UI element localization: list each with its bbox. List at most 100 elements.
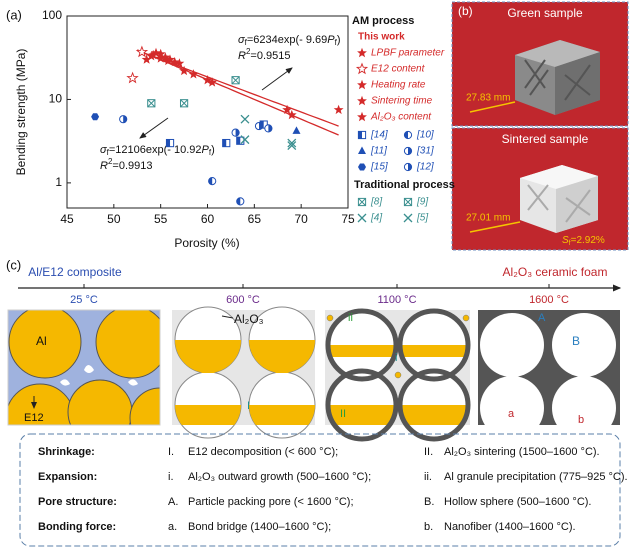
temperature: 25 °C: [70, 294, 98, 306]
fit-equation: σf=12106exp(- 10.92Pf): [100, 144, 215, 157]
stage-label: Al/E12 composite: [28, 265, 122, 279]
marker-part: [259, 122, 263, 130]
text-part: S: [562, 235, 569, 246]
legend-label: [9]: [416, 197, 428, 208]
legend-label: [31]: [416, 146, 434, 157]
marker-part: [222, 139, 227, 147]
marker: [208, 177, 217, 186]
frame: [7, 309, 161, 426]
marker: [287, 138, 297, 148]
row-number: ii.: [424, 471, 432, 483]
legend-label: E12 content: [371, 64, 426, 75]
marker: [357, 213, 367, 223]
marker-part: [126, 71, 139, 84]
text-part: f: [107, 148, 110, 157]
marker-part: [236, 197, 241, 205]
row-text: Al granule precipitation (775–925 °C).: [444, 471, 628, 483]
marker-part: [240, 114, 250, 124]
dimension-label: 27.83 mm: [466, 93, 510, 104]
row-heading: Bonding force:: [38, 521, 116, 533]
row-text: Particle packing pore (< 1600 °C);: [188, 496, 354, 508]
marker-part: [179, 99, 189, 108]
marker-part: [358, 163, 366, 171]
row-number: a.: [168, 521, 177, 533]
label: II: [340, 408, 346, 420]
marker: [357, 47, 367, 58]
text-part: f: [335, 38, 338, 47]
label: i: [395, 352, 397, 364]
photo-green: [451, 1, 629, 127]
x-tick-label: 50: [107, 212, 121, 226]
x-tick-label: 55: [154, 212, 168, 226]
label: E12: [24, 412, 44, 424]
text-part: R: [100, 160, 108, 172]
text-part: P: [327, 34, 335, 46]
legend-label: [15]: [370, 162, 388, 173]
marker: [141, 54, 152, 64]
marker-part: [357, 79, 367, 90]
text-part: =0.9515: [250, 50, 290, 62]
marker-part: [147, 99, 156, 108]
marker-part: [208, 177, 213, 185]
marker-part: [408, 147, 412, 155]
text-part: =6234exp(- 9.69: [247, 34, 327, 46]
x-axis-label: Porosity (%): [174, 236, 239, 250]
legend-label: Heating rate: [371, 80, 426, 91]
row-text: E12 decomposition (< 600 °C);: [188, 446, 338, 458]
legend-heading: This work: [358, 32, 405, 43]
text-part: 2: [246, 47, 251, 56]
stage-label: Al₂O₃ ceramic foam: [503, 265, 608, 279]
marker: [160, 52, 171, 62]
x-tick-label: 45: [60, 212, 74, 226]
legend-label: [14]: [370, 130, 388, 141]
marker-part: [408, 163, 412, 171]
marker-part: [180, 99, 189, 108]
marker: [202, 75, 213, 85]
schematic-600: [172, 306, 316, 439]
text-part: σ: [100, 144, 107, 156]
marker: [188, 69, 199, 79]
text-part: f: [569, 240, 571, 247]
marker-part: [286, 109, 297, 120]
marker-part: [188, 69, 199, 79]
marker-part: [235, 129, 240, 137]
marker: [147, 99, 156, 108]
marker: [126, 71, 139, 84]
text-part: ): [211, 144, 215, 156]
leader: [221, 315, 234, 319]
legend-label: LPBF parameter: [371, 48, 445, 59]
marker-part: [179, 65, 189, 76]
text-part: =12106exp(- 10.92: [109, 144, 202, 156]
photo-sintered: [451, 127, 629, 251]
marker-part: [147, 99, 156, 108]
marker-part: [403, 197, 413, 207]
marker-part: [165, 54, 175, 64]
text-part: =0.9913: [112, 160, 152, 172]
marker-part: [163, 55, 174, 66]
dimension-line: [469, 221, 521, 233]
text-part: f: [209, 148, 212, 157]
marker-part: [404, 131, 408, 139]
marker: [403, 130, 413, 140]
legend-label: [10]: [416, 130, 434, 141]
y-tick-label: 1: [55, 175, 62, 189]
marker-part: [355, 62, 369, 75]
panel-label: (b): [458, 4, 473, 18]
dimension-label: 27.01 mm: [466, 213, 510, 224]
marker-part: [282, 104, 293, 115]
marker: [355, 62, 369, 75]
row-text: Al₂O₃ sintering (1500–1600 °C).: [444, 446, 600, 458]
marker: [357, 79, 367, 90]
marker: [403, 146, 413, 156]
summary-box: [19, 433, 621, 547]
marker-part: [141, 54, 152, 64]
schematic-1600: [478, 310, 620, 425]
marker: [148, 49, 159, 60]
marker-part: [207, 77, 218, 87]
row-text: Nanofiber (1400–1600 °C).: [444, 521, 576, 533]
row-text: Hollow sphere (500–1600 °C).: [444, 496, 591, 508]
photo-title: Sintered sample: [502, 132, 589, 146]
marker: [174, 58, 185, 68]
marker-part: [135, 45, 149, 58]
